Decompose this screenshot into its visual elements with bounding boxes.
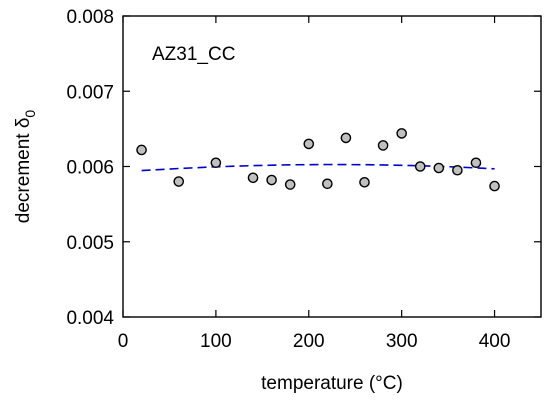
data-point [452,164,463,176]
x-axis-label: temperature (°C) [261,373,403,394]
data-point [322,178,333,190]
data-point [284,179,296,190]
x-tick-label: 200 [293,331,325,352]
y-axis-label-main: decrement δ [13,118,34,224]
data-point [173,176,185,187]
y-tick-label: 0.007 [66,82,114,103]
x-tick-label: 300 [386,331,418,352]
y-tick-label: 0.008 [66,7,114,28]
data-points [136,128,500,192]
y-axis-label-subscript: 0 [22,110,38,118]
data-point [340,132,352,144]
ticks: 0 100 200 300 400 0.004 0.005 0.006 0.007 0.008 [66,7,541,352]
data-point [396,128,407,139]
data-point [303,138,315,150]
y-tick-label: 0.005 [66,233,114,254]
data-point [377,140,389,151]
x-tick-label: 0 [118,331,129,352]
y-tick-label: 0.004 [66,308,114,329]
data-point [359,177,370,188]
data-point [489,180,500,192]
data-point [136,144,147,156]
fit-line [141,163,495,172]
data-point [433,162,445,174]
data-point [266,174,277,186]
data-point [210,157,222,169]
fit-curve [141,163,495,172]
x-tick-label: 100 [200,331,232,352]
y-axis-label: decrement δ0 [13,110,38,224]
data-point [247,172,259,184]
x-tick-label: 400 [479,331,511,352]
sample-annotation: AZ31_CC [152,44,235,65]
data-point [414,161,426,172]
y-tick-label: 0.006 [66,158,114,179]
data-point [470,157,482,169]
